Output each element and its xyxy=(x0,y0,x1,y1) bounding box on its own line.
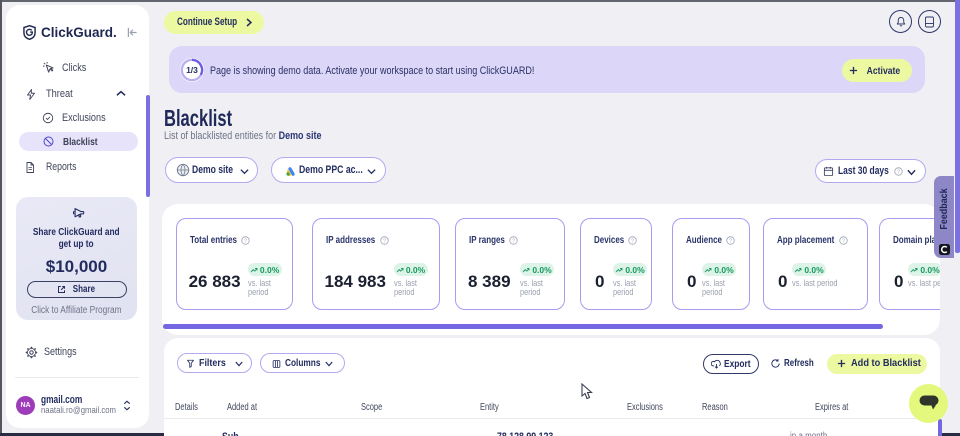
svg-text:?: ? xyxy=(383,238,386,244)
svg-text:?: ? xyxy=(729,238,732,244)
svg-text:?: ? xyxy=(631,238,634,244)
svg-text:?: ? xyxy=(842,238,845,244)
svg-text:1/3: 1/3 xyxy=(186,65,198,75)
svg-text:?: ? xyxy=(244,238,247,244)
svg-text:?: ? xyxy=(897,169,900,175)
svg-text:?: ? xyxy=(512,238,515,244)
